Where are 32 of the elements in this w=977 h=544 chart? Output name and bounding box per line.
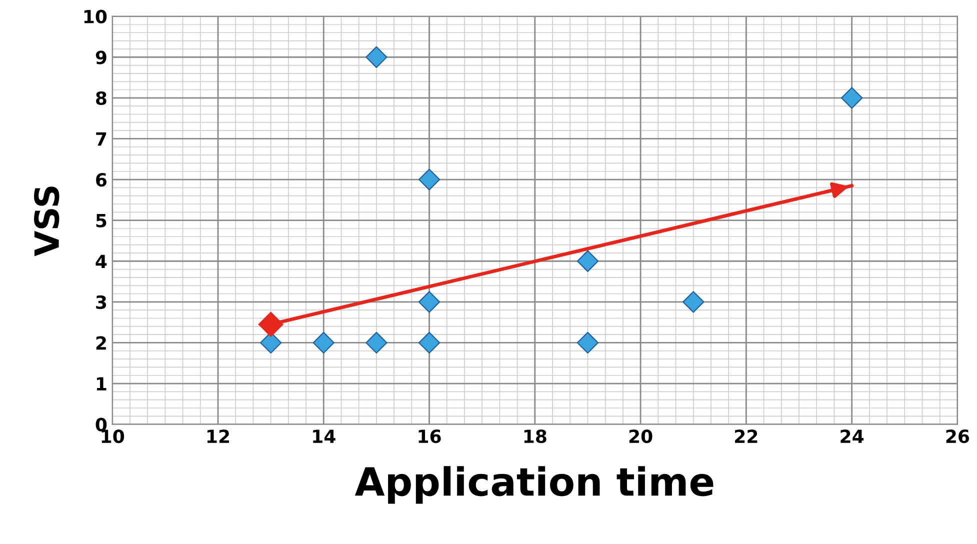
y-axis-title: VSS bbox=[34, 186, 60, 256]
y-tick-label: 0 bbox=[96, 418, 107, 432]
x-tick-label: 20 bbox=[629, 430, 652, 444]
point bbox=[418, 168, 440, 190]
x-tick-label: 16 bbox=[418, 430, 441, 444]
point bbox=[576, 250, 599, 272]
point bbox=[366, 332, 388, 354]
point bbox=[366, 46, 388, 68]
point bbox=[418, 332, 440, 354]
y-tick-label: 5 bbox=[96, 214, 106, 228]
point bbox=[418, 291, 440, 313]
x-tick-label: 22 bbox=[735, 430, 758, 443]
y-tick-label: 4 bbox=[96, 254, 107, 268]
x-tick-label: 12 bbox=[207, 430, 229, 443]
x-axis-title: Application time bbox=[354, 466, 714, 504]
point bbox=[258, 312, 284, 337]
x-tick-label: 14 bbox=[313, 430, 336, 443]
point bbox=[576, 332, 599, 354]
point bbox=[682, 291, 704, 313]
y-tick-label: 3 bbox=[96, 295, 106, 310]
point bbox=[840, 87, 863, 109]
y-tick-label: 9 bbox=[96, 50, 106, 64]
y-tick-label: 2 bbox=[96, 336, 106, 350]
y-tick-label: 8 bbox=[96, 91, 106, 106]
x-tick-label: 24 bbox=[840, 430, 864, 443]
x-tick-label: 26 bbox=[946, 430, 970, 444]
point bbox=[312, 332, 334, 354]
y-tick-label: 7 bbox=[96, 132, 106, 146]
y-tick-label: 10 bbox=[84, 10, 107, 24]
y-tick-label: 1 bbox=[96, 377, 106, 390]
x-tick-label: 18 bbox=[524, 430, 546, 444]
y-tick-label: 6 bbox=[96, 172, 107, 187]
